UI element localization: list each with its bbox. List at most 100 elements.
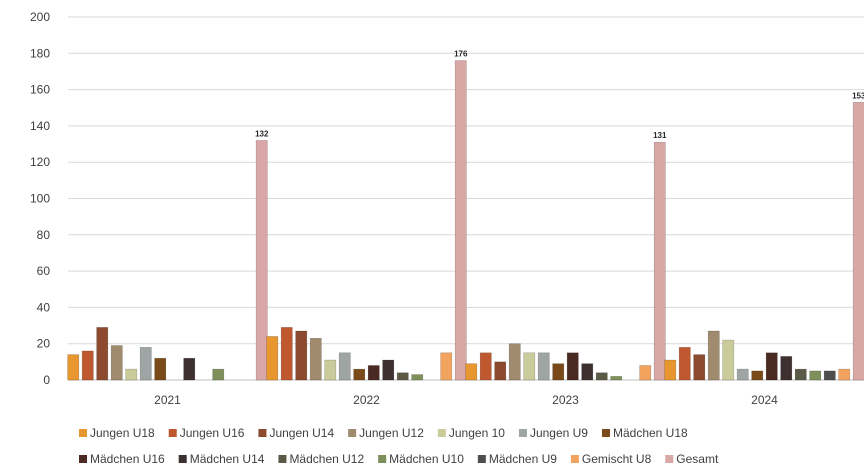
bar-jungen-u12-2022	[309, 337, 322, 381]
x-category-label: 2022	[353, 393, 380, 407]
y-tick-label: 20	[37, 337, 51, 351]
legend-label: Jungen U18	[90, 426, 155, 440]
bar-jungen-u16-2024	[678, 347, 691, 381]
y-tick-label: 0	[43, 373, 50, 387]
data-label-gesamt-2024: 153	[852, 91, 864, 100]
bar-maedchen-u12-2023	[595, 372, 608, 381]
bar-maedchen-u10-2023	[610, 376, 623, 381]
bar-maedchen-u14-2021	[183, 357, 196, 381]
bar-jungen-10-2024	[722, 339, 735, 381]
bar-maedchen-u18-2022	[353, 368, 366, 381]
y-tick-label: 180	[30, 46, 50, 60]
bar-jungen-u9-2021	[139, 347, 152, 381]
bar-jungen-u14-2022	[295, 330, 308, 381]
bars	[67, 60, 864, 381]
bar-maedchen-u10-2021	[212, 368, 225, 381]
bar-gesamt-2024	[852, 102, 864, 381]
legend-swatch	[378, 455, 387, 463]
y-tick-label: 80	[37, 228, 51, 242]
legend-item-jungen-u12: Jungen U12	[348, 426, 424, 440]
bar-gemischt-u8-2022	[440, 352, 453, 381]
legend-item-maedchen-u9: Mädchen U9	[477, 452, 557, 466]
legend-swatch	[665, 455, 674, 463]
legend-swatch	[437, 429, 446, 437]
legend-item-jungen-u16: Jungen U16	[168, 426, 245, 440]
bar-jungen-u18-2022	[266, 336, 279, 381]
bar-jungen-u12-2024	[707, 330, 720, 381]
bar-maedchen-u14-2024	[780, 356, 793, 381]
legend-label: Jungen U14	[269, 426, 334, 440]
legend-label: Gesamt	[676, 452, 719, 466]
bar-maedchen-u16-2024	[765, 352, 778, 381]
legend-swatch	[278, 455, 287, 463]
legend-label: Mädchen U16	[90, 452, 165, 466]
bar-maedchen-u18-2021	[154, 357, 167, 381]
bar-maedchen-u10-2024	[809, 370, 822, 381]
legend-label: Jungen U12	[359, 426, 424, 440]
x-category-label: 2021	[154, 393, 181, 407]
bar-jungen-u14-2023	[494, 361, 507, 381]
legend-swatch	[258, 429, 267, 437]
y-tick-label: 60	[37, 264, 51, 278]
x-axis: 2021 2022 2023 2024	[154, 393, 778, 407]
bar-jungen-u9-2022	[338, 352, 351, 381]
y-tick-label: 120	[30, 155, 50, 169]
bar-maedchen-u9-2024	[823, 370, 836, 381]
y-tick-label: 100	[30, 192, 50, 206]
bar-gesamt-2021	[255, 140, 268, 381]
bar-jungen-u18-2024	[664, 359, 677, 381]
y-tick-label: 40	[37, 300, 51, 314]
bar-maedchen-u12-2024	[794, 368, 807, 381]
bar-maedchen-u10-2022	[411, 374, 424, 381]
x-category-label: 2024	[751, 393, 778, 407]
legend-swatch	[178, 455, 187, 463]
legend-swatch	[79, 429, 87, 437]
bar-jungen-u9-2023	[537, 352, 550, 381]
legend-item-maedchen-u14: Mädchen U14	[178, 452, 265, 466]
legend-item-gesamt: Gesamt	[665, 452, 719, 466]
bar-jungen-10-2021	[125, 368, 138, 381]
bar-gemischt-u8-2023	[639, 365, 652, 381]
legend-item-maedchen-u10: Mädchen U10	[378, 452, 464, 466]
bar-jungen-u16-2021	[81, 350, 94, 381]
legend-swatch	[518, 429, 527, 437]
bar-gemischt-u8-2024	[838, 368, 851, 381]
bar-jungen-u12-2021	[110, 345, 123, 381]
bar-jungen-u16-2022	[280, 327, 293, 381]
bar-jungen-u16-2023	[479, 352, 492, 381]
legend-swatch	[601, 429, 610, 437]
legend-label: Mädchen U14	[190, 452, 265, 466]
bar-maedchen-u16-2022	[367, 365, 380, 381]
bar-maedchen-u18-2024	[751, 370, 764, 381]
legend-swatch	[168, 429, 177, 437]
legend-label: Mädchen U12	[289, 452, 364, 466]
data-label-gesamt-2021: 132	[255, 129, 269, 138]
bar-jungen-10-2023	[523, 352, 536, 381]
legend-swatch	[348, 429, 357, 437]
legend-label: Jungen U9	[530, 426, 588, 440]
legend-label: Mädchen U10	[389, 452, 464, 466]
legend-item-jungen-10: Jungen 10	[437, 426, 505, 440]
x-category-label: 2023	[552, 393, 579, 407]
legend-swatch	[79, 455, 87, 463]
legend-swatch	[570, 455, 579, 463]
legend-label: Mädchen U18	[613, 426, 688, 440]
bar-gesamt-2022	[454, 60, 467, 381]
legend-item-jungen-u9: Jungen U9	[518, 426, 588, 440]
data-label-gesamt-2023: 131	[653, 131, 667, 140]
y-tick-label: 140	[30, 119, 50, 133]
legend: Jungen U18 Jungen U16 Jungen U14 Jungen U12…	[79, 426, 719, 466]
bar-jungen-u12-2023	[508, 343, 521, 381]
y-axis: 0 20 40 60 80 100 120 140 160 180 200	[30, 10, 50, 387]
legend-label: Jungen U16	[180, 426, 245, 440]
bar-jungen-u18-2023	[465, 363, 478, 381]
legend-item-jungen-u14: Jungen U14	[258, 426, 334, 440]
bar-jungen-u18-2021	[67, 354, 80, 381]
bar-maedchen-u18-2023	[552, 363, 565, 381]
legend-item-gemischt-u8: Gemischt U8	[570, 452, 652, 466]
legend-item-maedchen-u18: Mädchen U18	[601, 426, 688, 440]
bar-maedchen-u16-2023	[566, 352, 579, 381]
legend-item-maedchen-u12: Mädchen U12	[278, 452, 364, 466]
